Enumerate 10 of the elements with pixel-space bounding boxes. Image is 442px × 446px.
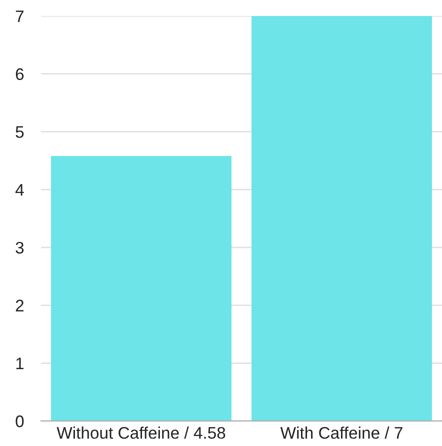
x-tick-label: With Caffeine / 7 [280, 426, 402, 439]
y-tick-label: 2 [16, 300, 24, 312]
y-tick-label: 7 [16, 10, 24, 22]
y-tick-label: 0 [16, 415, 24, 428]
y-tick-label: 3 [16, 242, 24, 254]
y-tick-label: 6 [16, 68, 24, 80]
x-tick-label: Without Caffeine / 4.58 [56, 426, 226, 439]
y-tick-label: 5 [16, 126, 24, 138]
y-tick-label: 4 [15, 184, 24, 196]
y-tick-label: 1 [16, 358, 24, 370]
